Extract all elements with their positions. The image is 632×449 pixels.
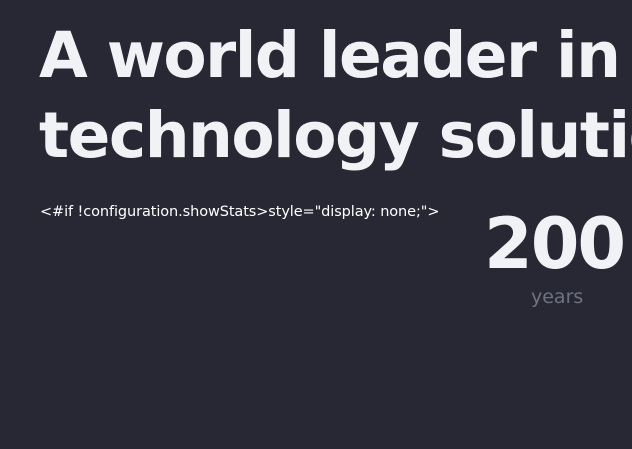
stat-value: 200 xyxy=(484,203,626,285)
stat-label: years xyxy=(531,286,584,308)
hero-headline-line-1: A world leader in su xyxy=(39,19,632,92)
stat-block: 200 years xyxy=(484,203,626,308)
raw-template-text: <#if !configuration.showStats>style="dis… xyxy=(40,204,440,220)
hero-headline-line-2: technology solutio xyxy=(39,99,632,172)
hero-headline: A world leader in su technology solutio xyxy=(39,16,632,176)
